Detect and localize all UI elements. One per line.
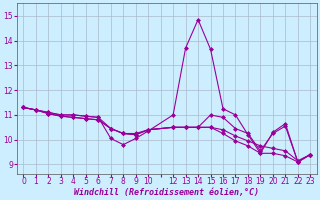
- X-axis label: Windchill (Refroidissement éolien,°C): Windchill (Refroidissement éolien,°C): [74, 188, 260, 197]
